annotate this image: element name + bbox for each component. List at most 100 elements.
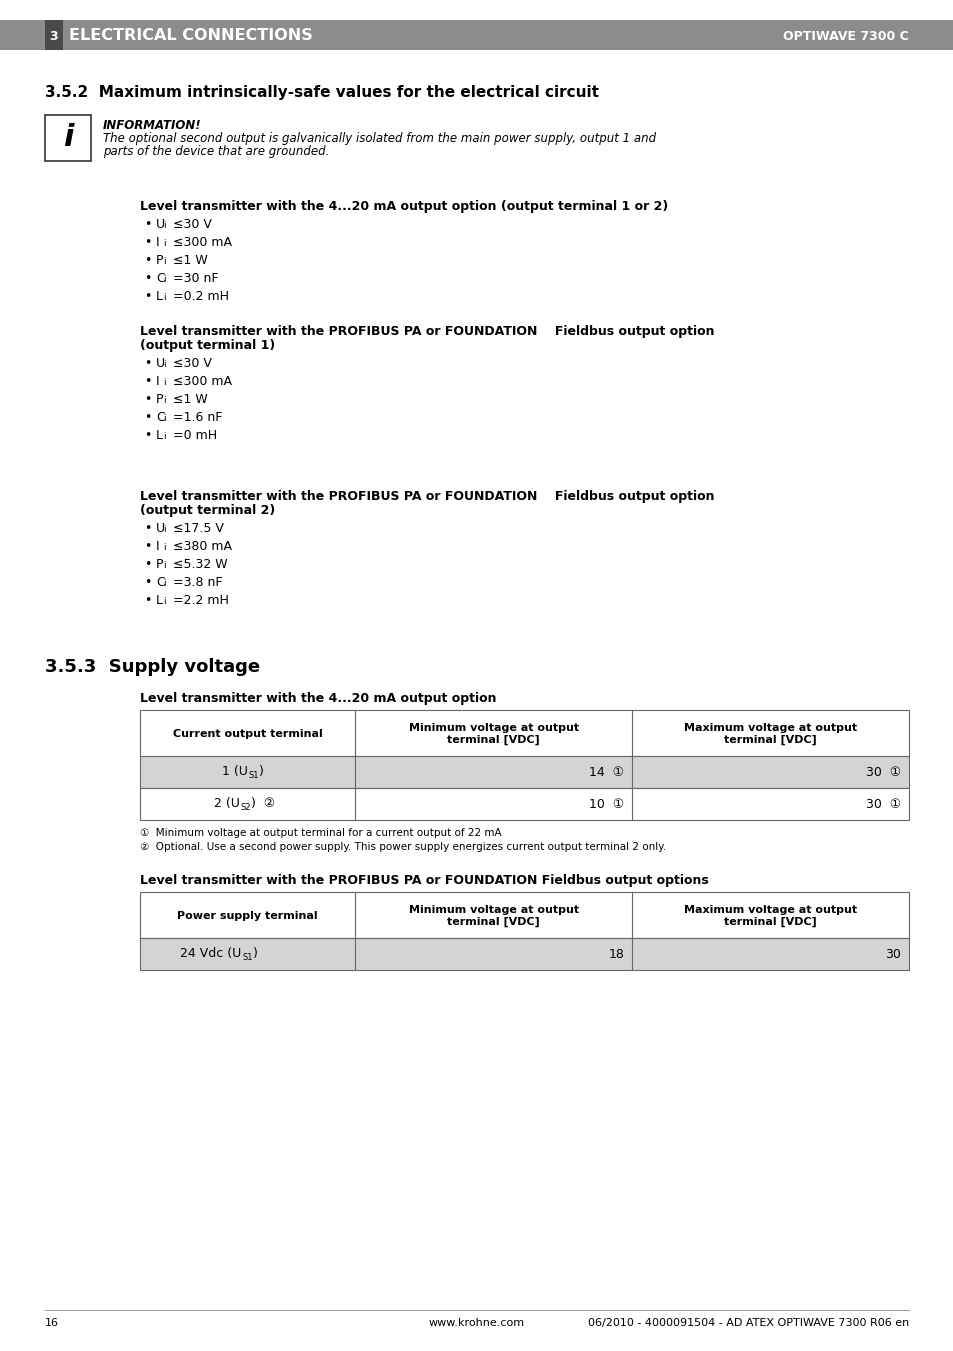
Text: i: i	[163, 239, 166, 249]
Text: Level transmitter with the PROFIBUS PA or FOUNDATION Fieldbus output options: Level transmitter with the PROFIBUS PA o…	[140, 874, 708, 888]
Text: L: L	[156, 290, 163, 303]
Text: (output terminal 1): (output terminal 1)	[140, 339, 275, 353]
Bar	[45, 115, 91, 161]
Text: 30  ①: 30 ①	[865, 766, 900, 778]
Text: •: •	[144, 376, 152, 388]
Text: U: U	[156, 521, 165, 535]
Text: C: C	[156, 576, 165, 589]
Text: i: i	[163, 543, 166, 553]
Text: C: C	[156, 272, 165, 285]
Text: ①  Minimum voltage at output terminal for a current output of 22 mA: ① Minimum voltage at output terminal for…	[140, 828, 501, 838]
Text: P: P	[156, 254, 163, 267]
Text: Minimum voltage at output: Minimum voltage at output	[408, 723, 578, 734]
Text: =1.6 nF: =1.6 nF	[169, 411, 222, 424]
Text: ≤1 W: ≤1 W	[169, 254, 208, 267]
Text: i: i	[163, 359, 166, 369]
Text: terminal [VDC]: terminal [VDC]	[447, 917, 539, 927]
Text: ≤1 W: ≤1 W	[169, 393, 208, 407]
Text: i: i	[163, 257, 166, 266]
Text: Power supply terminal: Power supply terminal	[177, 911, 317, 921]
Text: 18: 18	[608, 947, 623, 961]
Text: ≤30 V: ≤30 V	[169, 218, 212, 231]
Text: parts of the device that are grounded.: parts of the device that are grounded.	[103, 145, 329, 158]
Text: www.krohne.com: www.krohne.com	[429, 1319, 524, 1328]
Text: U: U	[156, 218, 165, 231]
Text: i: i	[163, 293, 166, 303]
Text: ≤5.32 W: ≤5.32 W	[169, 558, 228, 571]
Text: terminal [VDC]: terminal [VDC]	[723, 917, 816, 927]
Text: i: i	[63, 123, 73, 153]
Text: ELECTRICAL CONNECTIONS: ELECTRICAL CONNECTIONS	[69, 28, 313, 43]
Text: I: I	[156, 540, 159, 553]
Text: •: •	[144, 357, 152, 370]
Text: i: i	[163, 413, 166, 423]
Text: Maximum voltage at output: Maximum voltage at output	[683, 905, 856, 915]
Text: •: •	[144, 254, 152, 267]
Text: i: i	[163, 222, 166, 230]
Text: •: •	[144, 558, 152, 571]
Text: i: i	[163, 276, 166, 284]
Text: •: •	[144, 411, 152, 424]
Bar	[45, 20, 63, 50]
Text: terminal [VDC]: terminal [VDC]	[447, 735, 539, 746]
Text: ≤380 mA: ≤380 mA	[169, 540, 232, 553]
Text: •: •	[144, 290, 152, 303]
Text: 24 Vdc (U: 24 Vdc (U	[180, 947, 241, 961]
Text: •: •	[144, 236, 152, 249]
Text: =3.8 nF: =3.8 nF	[169, 576, 222, 589]
Text: S1: S1	[249, 770, 259, 780]
Text: L: L	[156, 430, 163, 442]
Text: •: •	[144, 272, 152, 285]
Text: P: P	[156, 393, 163, 407]
Text: 16: 16	[45, 1319, 59, 1328]
Text: 14  ①: 14 ①	[589, 766, 623, 778]
Text: 30  ①: 30 ①	[865, 797, 900, 811]
Text: i: i	[163, 526, 166, 534]
Text: ≤30 V: ≤30 V	[169, 357, 212, 370]
Text: OPTIWAVE 7300 C: OPTIWAVE 7300 C	[782, 30, 908, 42]
Bar	[0, 20, 953, 50]
Text: Current output terminal: Current output terminal	[172, 730, 322, 739]
Text: i: i	[163, 378, 166, 386]
Text: i: i	[163, 597, 166, 607]
Text: U: U	[156, 357, 165, 370]
Text: INFORMATION!: INFORMATION!	[103, 119, 201, 132]
Text: =0 mH: =0 mH	[169, 430, 217, 442]
Text: 3: 3	[50, 30, 58, 42]
Text: i: i	[163, 396, 166, 405]
Text: •: •	[144, 540, 152, 553]
Text: •: •	[144, 393, 152, 407]
Text: Level transmitter with the 4...20 mA output option: Level transmitter with the 4...20 mA out…	[140, 692, 496, 705]
Text: Maximum voltage at output: Maximum voltage at output	[683, 723, 856, 734]
Bar	[140, 892, 908, 938]
Text: •: •	[144, 521, 152, 535]
Text: Level transmitter with the PROFIBUS PA or FOUNDATION    Fieldbus output option: Level transmitter with the PROFIBUS PA o…	[140, 326, 714, 338]
Text: •: •	[144, 576, 152, 589]
Text: ②  Optional. Use a second power supply. This power supply energizes current outp: ② Optional. Use a second power supply. T…	[140, 842, 665, 852]
Text: L: L	[156, 594, 163, 607]
Text: •: •	[144, 430, 152, 442]
Text: Minimum voltage at output: Minimum voltage at output	[408, 905, 578, 915]
Text: S2: S2	[240, 802, 251, 812]
Text: i: i	[163, 561, 166, 570]
Text: 3.5.3  Supply voltage: 3.5.3 Supply voltage	[45, 658, 260, 676]
Text: i: i	[163, 432, 166, 440]
Bar	[140, 711, 908, 757]
Text: •: •	[144, 594, 152, 607]
Text: I: I	[156, 236, 159, 249]
Text: ≤17.5 V: ≤17.5 V	[169, 521, 224, 535]
Text: =0.2 mH: =0.2 mH	[169, 290, 229, 303]
Text: P: P	[156, 558, 163, 571]
Text: terminal [VDC]: terminal [VDC]	[723, 735, 816, 746]
Text: 2 (U: 2 (U	[213, 797, 239, 811]
Text: 10  ①: 10 ①	[588, 797, 623, 811]
Text: )  ②: ) ②	[251, 797, 274, 811]
Text: Level transmitter with the PROFIBUS PA or FOUNDATION    Fieldbus output option: Level transmitter with the PROFIBUS PA o…	[140, 490, 714, 503]
Text: ): )	[253, 947, 257, 961]
Text: 30: 30	[884, 947, 900, 961]
Text: 3.5.2  Maximum intrinsically-safe values for the electrical circuit: 3.5.2 Maximum intrinsically-safe values …	[45, 85, 598, 100]
Text: ≤300 mA: ≤300 mA	[169, 376, 232, 388]
Text: ): )	[258, 766, 263, 778]
Text: Level transmitter with the 4...20 mA output option (output terminal 1 or 2): Level transmitter with the 4...20 mA out…	[140, 200, 667, 213]
Text: =2.2 mH: =2.2 mH	[169, 594, 229, 607]
